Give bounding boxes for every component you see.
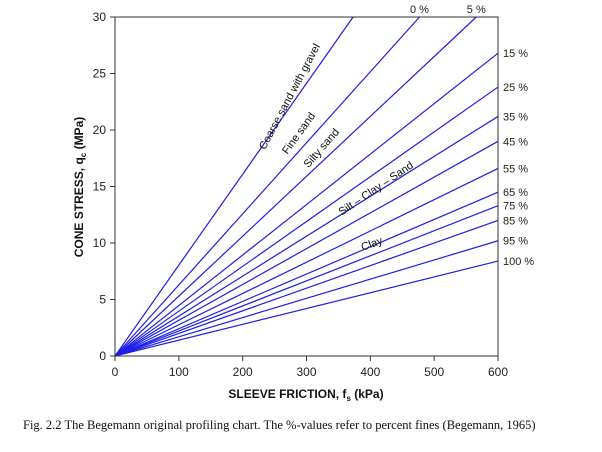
series-line-12	[114, 260, 499, 357]
series-line-5	[114, 115, 499, 357]
series-line-6	[114, 140, 499, 357]
series-label: 25 %	[503, 82, 528, 94]
y-tick-label: 5	[99, 293, 106, 307]
y-tick-label: 30	[93, 10, 107, 24]
series-line-2	[114, 16, 477, 357]
series-line-7	[114, 167, 499, 357]
y-tick-label: 0	[99, 349, 106, 363]
series-line-11	[114, 240, 499, 357]
x-tick-label: 400	[360, 365, 380, 379]
series-label: 75 %	[503, 201, 528, 213]
series-label: 65 %	[503, 187, 528, 199]
x-axis-title: SLEEVE FRICTION, fs (kPa)	[228, 387, 383, 403]
series-label: 95 %	[503, 236, 528, 248]
y-tick-label: 20	[93, 123, 107, 137]
series-line-3	[114, 52, 499, 357]
x-tick-label: 300	[296, 365, 316, 379]
y-tick-label: 25	[93, 67, 107, 81]
series-line-8	[114, 191, 499, 357]
series-label: 45 %	[503, 136, 528, 148]
series-line-9	[114, 205, 499, 357]
series-labels: 0 % 5 % 15 % 25 % 35 % 45 % 55 % 65 % 75 % 85 % 95…	[410, 4, 534, 268]
series-label: 0 %	[410, 4, 429, 16]
y-axis-title: CONE STRESS, qc (MPa)	[72, 117, 88, 257]
y-axis: 0 5 10 15 20 25 30	[93, 10, 115, 363]
x-tick-label: 200	[233, 365, 253, 379]
series-lines	[114, 16, 499, 357]
series-label: 55 %	[503, 163, 528, 175]
y-tick-label: 10	[93, 236, 107, 250]
series-line-10	[114, 219, 499, 357]
series-line-1	[114, 16, 420, 357]
x-tick-label: 0	[112, 365, 119, 379]
series-line-4	[114, 86, 499, 357]
series-label: 5 %	[467, 4, 486, 16]
x-axis: 0 100 200 300 400 500 600	[112, 356, 508, 379]
figure-caption: Fig. 2.2 The Begemann original profiling…	[23, 418, 536, 432]
series-label: 85 %	[503, 215, 528, 227]
series-line-0	[114, 16, 354, 357]
x-tick-label: 100	[169, 365, 189, 379]
x-tick-label: 500	[424, 365, 444, 379]
series-label: 15 %	[503, 48, 528, 60]
soil-annotation: Clay	[360, 235, 385, 254]
x-tick-label: 600	[488, 365, 508, 379]
series-label: 100 %	[503, 256, 534, 268]
profiling-chart: 0 100 200 300 400 500 600 0 5 10 15 20 25 30 0 % 5 % 1…	[72, 4, 534, 403]
series-label: 35 %	[503, 111, 528, 123]
y-tick-label: 15	[93, 180, 107, 194]
